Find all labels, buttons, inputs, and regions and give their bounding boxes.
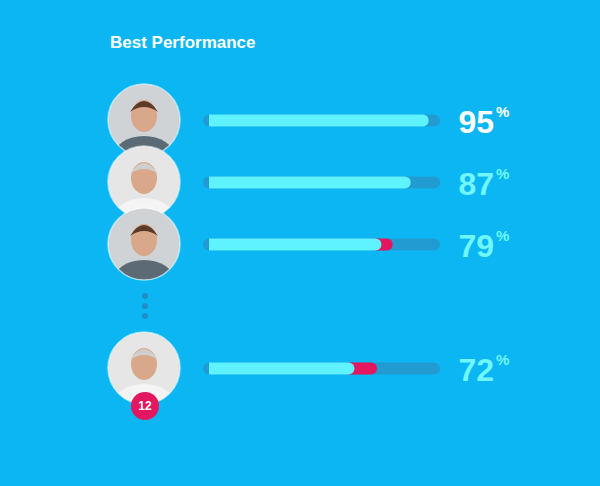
svg-text:%: % [496, 227, 509, 244]
svg-text:95: 95 [459, 104, 495, 140]
svg-text:%: % [496, 165, 509, 182]
svg-text:%: % [496, 103, 509, 120]
svg-text:72: 72 [459, 352, 495, 388]
svg-text:12: 12 [138, 399, 152, 413]
html-text:Best Performance: Best Performance [110, 33, 256, 52]
svg-text:%: % [496, 351, 509, 368]
svg-text:79: 79 [459, 228, 495, 264]
svg-text:87: 87 [459, 166, 495, 202]
